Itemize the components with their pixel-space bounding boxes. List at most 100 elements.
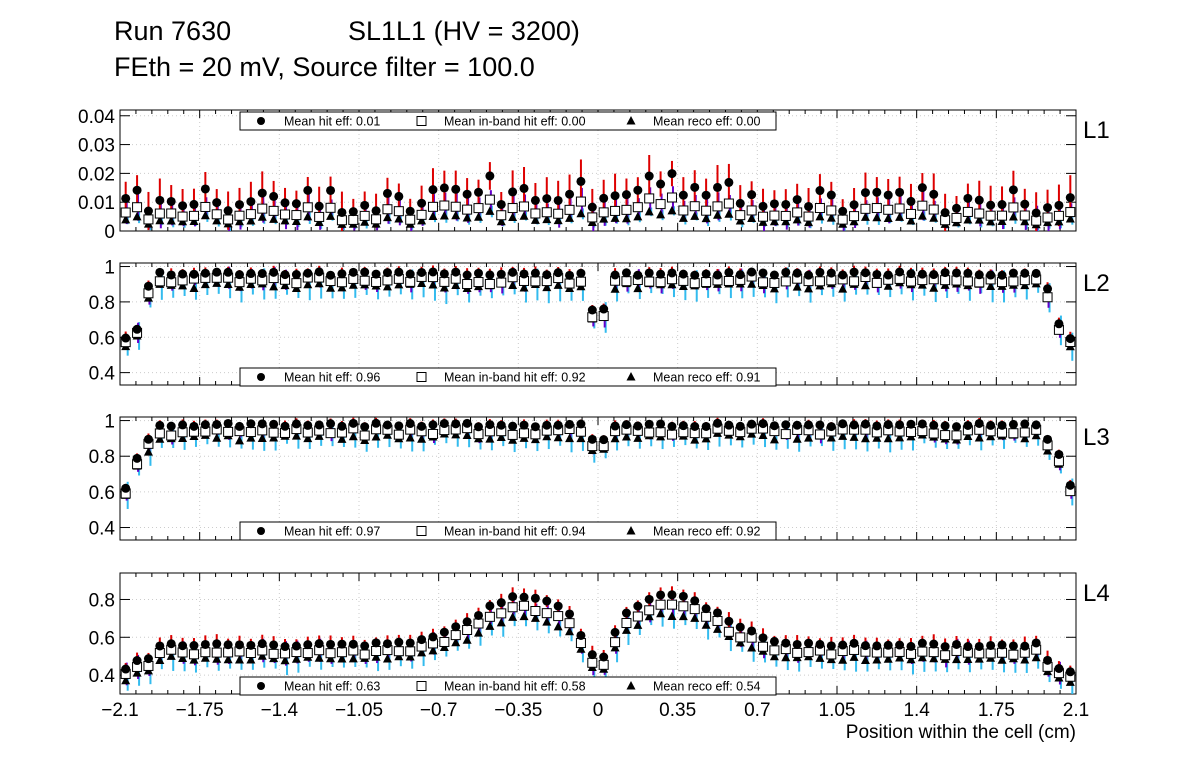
- inband-point: [1031, 215, 1042, 226]
- inband-point: [302, 648, 313, 659]
- inband-point: [359, 210, 370, 221]
- hit-point: [1054, 664, 1064, 674]
- hit-point: [883, 420, 893, 430]
- inband-point: [905, 276, 916, 287]
- hit-point: [917, 183, 927, 193]
- hit-point: [200, 184, 210, 194]
- inband-point: [598, 207, 609, 218]
- inband-point: [849, 211, 860, 222]
- reco-point: [474, 628, 483, 637]
- hit-point: [178, 420, 188, 430]
- y-tick-label: 0.8: [89, 293, 115, 314]
- hit-point: [200, 268, 210, 278]
- reco-point: [178, 653, 188, 663]
- inband-point: [302, 202, 313, 213]
- hit-point: [690, 270, 700, 280]
- hit-point: [633, 601, 643, 611]
- inband-point: [940, 430, 951, 441]
- hit-point: [405, 269, 415, 279]
- hit-point: [758, 633, 768, 643]
- hit-point: [952, 422, 961, 432]
- hit-point: [656, 590, 666, 600]
- hit-point: [747, 419, 757, 429]
- inband-point: [803, 647, 814, 658]
- legend-box: [239, 521, 777, 541]
- reco-point: [166, 651, 176, 660]
- hit-point: [952, 639, 961, 649]
- hit-point: [496, 269, 506, 279]
- reco-point: [280, 655, 290, 665]
- hit-point: [940, 421, 950, 431]
- hit-point: [906, 269, 916, 279]
- data-points: [120, 417, 1076, 509]
- reco-point: [462, 212, 472, 222]
- reco-point: [382, 281, 392, 291]
- inband-point: [575, 426, 586, 437]
- reco-point: [166, 215, 176, 225]
- inband-point: [792, 647, 803, 658]
- hit-point: [348, 267, 358, 277]
- y-tick-label: 0.8: [89, 590, 115, 611]
- hit-point: [269, 191, 279, 201]
- hit-point: [576, 176, 586, 186]
- reco-point: [792, 282, 802, 291]
- hit-point: [997, 420, 1007, 430]
- hit-point: [303, 185, 313, 195]
- hit-point: [929, 189, 939, 199]
- reco-point: [121, 675, 131, 685]
- hit-point: [428, 632, 438, 642]
- reco-point: [200, 653, 210, 662]
- inband-point: [371, 276, 382, 287]
- reco-point: [565, 433, 575, 443]
- y-tick-label: 0.4: [89, 666, 116, 687]
- inband-point: [666, 429, 677, 440]
- inband-point: [905, 426, 916, 437]
- hit-point: [303, 268, 313, 278]
- reco-point: [621, 625, 631, 634]
- legend-box: [239, 111, 777, 131]
- reco-point: [1008, 211, 1018, 221]
- hit-point: [917, 638, 927, 648]
- inband-point: [780, 210, 791, 221]
- reco-point: [952, 654, 961, 664]
- hit-point: [428, 185, 438, 195]
- hit-point: [451, 622, 461, 632]
- hit-point: [178, 201, 188, 211]
- reco-point: [519, 211, 529, 220]
- inband-point: [188, 210, 199, 221]
- hit-point: [371, 206, 381, 216]
- reco-point: [724, 209, 734, 218]
- hit-point: [530, 422, 540, 432]
- hit-point: [166, 639, 176, 649]
- inband-point: [917, 646, 928, 657]
- settings-subtitle: FEth = 20 mV, Source filter = 100.0: [114, 52, 535, 82]
- inband-point: [575, 196, 586, 207]
- inband-point: [291, 210, 302, 221]
- inband-point: [382, 275, 393, 286]
- x-axis-label: Position within the cell (cm): [846, 722, 1076, 743]
- hit-point: [599, 652, 609, 662]
- hit-point: [667, 268, 677, 278]
- inband-point: [519, 428, 530, 439]
- hit-point: [280, 270, 290, 280]
- inband-point: [359, 649, 370, 660]
- hit-point: [1031, 208, 1041, 218]
- reco-point: [895, 212, 905, 221]
- legend-reco-marker: [626, 372, 636, 381]
- inband-point: [450, 630, 461, 641]
- reco-point: [474, 212, 483, 221]
- reco-point: [485, 206, 495, 215]
- panel-label: L3: [1083, 424, 1110, 451]
- reco-point: [178, 433, 188, 443]
- hit-point: [451, 267, 461, 277]
- hit-point: [724, 177, 734, 187]
- hit-point: [496, 420, 506, 430]
- inband-point: [905, 208, 916, 219]
- hit-point: [781, 420, 791, 430]
- inband-point: [883, 204, 894, 215]
- hit-point: [815, 186, 825, 196]
- hit-point: [235, 421, 244, 431]
- reco-point: [212, 215, 222, 225]
- hit-point: [1008, 419, 1018, 429]
- inband-point: [553, 208, 564, 219]
